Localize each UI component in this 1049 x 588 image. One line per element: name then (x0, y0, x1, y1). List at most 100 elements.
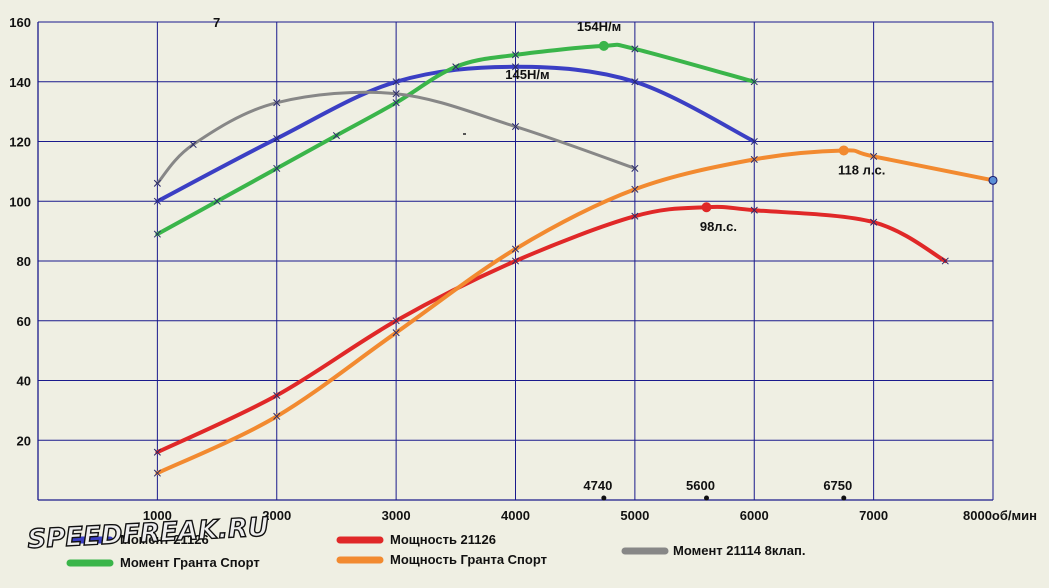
rpm-marker-dot (841, 495, 847, 501)
point-mark (511, 245, 520, 253)
y-tick-label: 120 (9, 135, 31, 150)
point-mark (213, 197, 221, 205)
point-mark (511, 51, 520, 59)
data-point (750, 137, 758, 146)
data-point (273, 412, 281, 420)
series-line-2 (155, 42, 757, 237)
x-tick-label: 6000 (740, 508, 769, 523)
series-line-3 (155, 204, 948, 455)
x-tick-label: 8000об/мин (963, 508, 1037, 523)
annotations: 154Н/м 145Н/м 118 л.с. 98л.с. 4740 5600 6750 7 (213, 15, 885, 501)
end-dot (988, 175, 998, 185)
point-mark (273, 412, 281, 420)
data-point (870, 152, 878, 160)
point-mark (273, 391, 281, 399)
point-mark (511, 63, 520, 71)
data-point (392, 78, 400, 86)
stray-dot (463, 133, 466, 135)
point-mark (392, 317, 400, 325)
data-point (153, 230, 161, 238)
data-point (631, 164, 639, 172)
y-tick-label: 60 (17, 314, 31, 329)
point-mark (392, 78, 400, 86)
point-mark (750, 206, 758, 214)
point-mark (189, 140, 197, 149)
point-mark (392, 99, 400, 107)
point-mark (631, 78, 639, 86)
peak-annotation: 118 л.с. (838, 162, 885, 177)
data-point (452, 63, 460, 71)
point-mark (870, 152, 878, 160)
data-point (511, 123, 520, 131)
rpm-marker-dot (601, 495, 607, 501)
data-point (511, 51, 520, 59)
legend-label: Момент 21126 (120, 532, 209, 547)
data-point (870, 218, 878, 226)
y-tick-label: 40 (17, 374, 31, 389)
data-point (750, 206, 758, 214)
x-tick-label: 5000 (620, 508, 649, 523)
data-point (153, 448, 161, 456)
data-point (631, 185, 639, 193)
data-point (392, 99, 400, 107)
data-point (332, 131, 340, 140)
point-mark (870, 218, 878, 226)
point-mark (392, 90, 400, 98)
point-mark (273, 164, 281, 172)
legend-label: Момент 21114 8клап. (673, 543, 805, 558)
rpm-marker-dot (704, 495, 709, 501)
peak-annotation: 98л.с. (700, 219, 737, 234)
y-tick-label: 80 (17, 254, 31, 269)
data-point (153, 179, 161, 187)
point-mark (750, 137, 758, 146)
peak-annotation: 145Н/м (505, 67, 549, 82)
legend-label: Мощность 21126 (390, 532, 496, 547)
stray-mark: 7 (213, 15, 220, 30)
point-mark (153, 179, 161, 187)
x-tick-label: 2000 (262, 508, 291, 523)
point-mark (153, 230, 161, 238)
data-point (941, 257, 949, 265)
data-point (273, 391, 281, 399)
data-point (392, 329, 400, 337)
y-tick-label: 20 (17, 433, 31, 448)
x-tick-label: 1000 (143, 508, 172, 523)
point-mark (941, 257, 949, 265)
point-mark (153, 448, 161, 456)
rpm-marker-label: 4740 (583, 478, 612, 493)
watermark: SPEEDFREAK.RU (27, 512, 270, 555)
x-tick-label: 4000 (501, 508, 530, 523)
rpm-marker-label: 6750 (823, 478, 852, 493)
data-point (273, 99, 281, 107)
data-point (511, 245, 520, 253)
data-point (153, 197, 161, 205)
legend-label: Мощность Гранта Спорт (390, 552, 547, 567)
data-point (631, 212, 639, 220)
data-point (189, 140, 197, 149)
legend-label: Момент Гранта Спорт (120, 555, 260, 570)
peak-dot (701, 202, 712, 213)
point-mark (153, 197, 161, 205)
x-tick-label: 3000 (382, 508, 411, 523)
data-point (153, 469, 161, 477)
point-mark (273, 99, 281, 107)
point-mark (452, 63, 460, 71)
axes: 20 40 60 80 100 120 140 160 1000 2000 3000 4000 5000… (9, 15, 1037, 523)
point-mark (631, 45, 639, 53)
data-point (213, 197, 221, 205)
data-point (631, 45, 639, 53)
data-point (511, 257, 520, 265)
point-mark (631, 185, 639, 193)
y-tick-label: 160 (9, 15, 31, 30)
rpm-marker-label: 5600 (686, 478, 715, 493)
point-mark (631, 212, 639, 220)
data-point (392, 317, 400, 325)
point-mark (750, 78, 758, 86)
data-point (273, 134, 281, 143)
point-mark (332, 131, 340, 140)
data-point (392, 90, 400, 98)
point-mark (273, 134, 281, 143)
point-mark (511, 257, 520, 265)
